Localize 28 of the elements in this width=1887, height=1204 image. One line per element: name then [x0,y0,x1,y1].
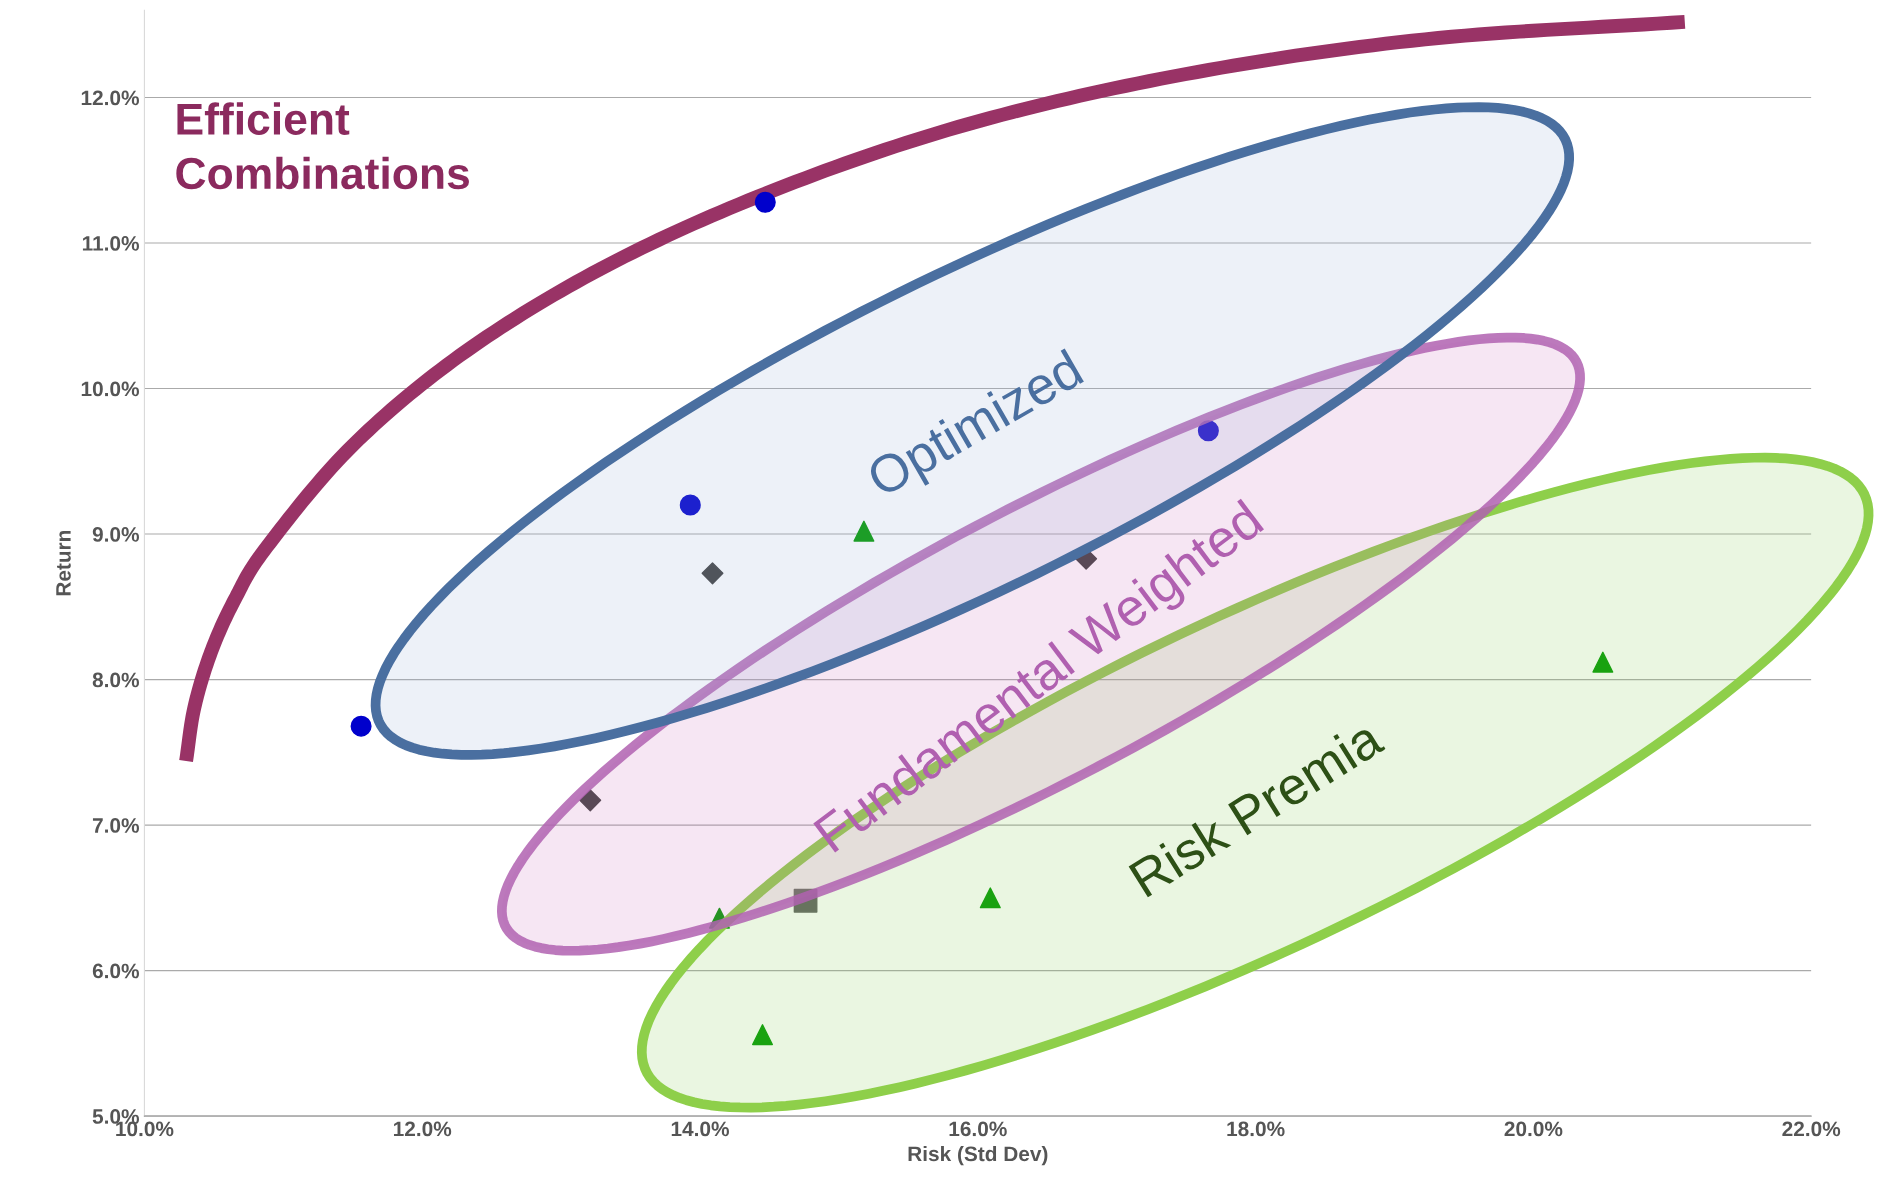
x-axis-title: Risk (Std Dev) [908,1145,1048,1166]
point [793,888,818,913]
point [701,562,724,585]
point [350,715,372,737]
point [754,191,776,213]
y-tick-label: 10.0% [81,381,140,397]
y-tick-label: 8.0% [92,672,139,688]
y-tick-label: 12.0% [81,90,140,106]
point [1592,651,1614,673]
y-axis-title: Return [56,530,71,596]
x-tick-label: 18.0% [1227,1121,1285,1137]
x-tick-label: 16.0% [949,1121,1007,1137]
x-tick-label: 22.0% [1782,1121,1841,1137]
point [679,494,701,516]
point [853,520,875,542]
point [1197,420,1219,442]
annotation: Efficient Combinations [176,102,469,190]
x-tick-label: 20.0% [1504,1121,1563,1137]
point [979,887,1001,909]
point [579,789,602,812]
point [751,1024,774,1046]
x-tick-label: 14.0% [671,1121,729,1137]
y-tick-label: 11.0% [82,236,140,251]
y-tick-label: 7.0% [92,818,139,833]
x-tick-label: 12.0% [393,1121,452,1137]
y-tick-label: 6.0% [92,963,139,979]
y-tick-label: 9.0% [92,527,139,542]
point [708,907,730,929]
